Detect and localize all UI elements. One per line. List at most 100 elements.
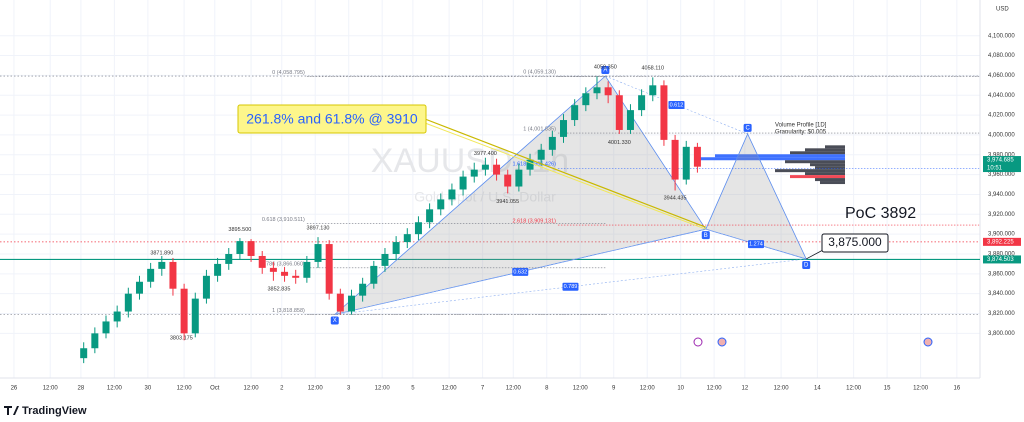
x-tick-label: 5 [411,386,415,392]
event-icon[interactable] [923,337,933,347]
point-label: X [333,318,337,324]
candle-body [336,293,344,312]
volume-bar [715,154,845,158]
events [693,337,933,347]
point-bg [330,316,339,325]
ratio-label: 0.789 [564,284,578,290]
fib-label: 1 (4,001.835) [523,127,556,133]
y-tick-label: 3,940.000 [988,192,1015,198]
swing-label: 3895.500 [228,227,251,233]
x-tick-label: 7 [481,386,485,392]
point-bg [743,123,752,132]
candle-body [191,298,199,334]
y-tick-label: 4,080.000 [988,53,1015,59]
x-tick-label: 3 [347,386,351,392]
candle-body [548,136,556,150]
point-bg [701,231,710,240]
callout-pointer [424,118,706,228]
candle-body [593,87,601,94]
y-tick-label: 3,800.000 [988,331,1015,337]
callout-text: 261.8% and 61.8% @ 3910 [246,111,418,127]
candle-body [470,169,478,177]
candle-body [626,110,634,130]
candle-body [113,311,121,322]
event-icon[interactable] [693,337,703,347]
candle-body [649,85,657,96]
swing-label: 4059.350 [594,64,617,70]
x-tick-label: 12:00 [442,386,458,392]
candle-body [102,321,110,334]
candle-body [314,244,322,262]
x-tick-label: 15 [884,386,891,392]
x-tick-label: 12:00 [573,386,589,392]
y-tick-label: 3,900.000 [988,232,1015,238]
ratio-bg [747,240,764,249]
y-tick-label: 4,060.000 [988,73,1015,79]
swing-label: 3852.835 [267,286,290,292]
ratio-badge: 0.632 [512,267,529,276]
point-label: D [804,263,809,269]
x-tick-label: 12:00 [375,386,391,392]
candle-body [537,149,545,160]
x-tick-label: 12:00 [177,386,193,392]
ratio-bg [668,100,685,109]
candle-body [214,263,222,276]
event-icon[interactable] [717,337,727,347]
volume-bar [700,157,845,161]
y-tick-label: 4,000.000 [988,133,1015,139]
candle-body [292,275,300,278]
ratio-badge: 1.274 [747,240,764,249]
ratio-bg [562,282,579,291]
volume-bar [805,172,845,176]
pattern-point: D [802,260,811,269]
candle-body [236,241,244,254]
watermark-symbol: XAUUSD, 1h [371,142,569,180]
ratio-label: 0.632 [513,269,527,275]
candle-body [493,164,501,175]
logo-mark [4,406,19,415]
volume-bar [825,145,845,149]
swing-label: 4058.110 [642,66,665,72]
price-badge-label: 3,974.685 [987,158,1014,164]
ratio-label: 0.612 [670,102,684,108]
volume-bar [790,175,845,179]
price-badge [983,255,1021,264]
fib-label: 2.618 (3,909.131) [512,219,556,225]
candle-body [347,295,355,312]
y-tick-label: 4,100.000 [988,33,1015,39]
candle-body [414,222,422,235]
candle-body [303,261,311,278]
brand-logo: TradingView [4,405,87,417]
volume-bar [785,160,845,164]
target-label: 3,875.000 [828,235,882,249]
swing-label: 4001.330 [608,140,631,146]
x-tick-label: 28 [78,386,85,392]
y-tick-label: 3,880.000 [988,252,1015,258]
x-tick-label: 12:00 [506,386,522,392]
candle-body [247,241,255,256]
candle-body [437,199,445,210]
callout-pointer [424,122,706,230]
candle-body [147,268,155,282]
candle-body [180,288,188,334]
price-badge-label: 3,874.503 [987,257,1014,263]
fib-label: 1 (3,818.858) [272,308,305,314]
currency: USD [996,7,1009,13]
candle-body [169,261,177,289]
price-badge-label: 3,892.225 [987,239,1014,245]
y-tick-label: 4,020.000 [988,113,1015,119]
volume-bar [775,169,845,173]
point-bg [802,260,811,269]
point-label: A [603,68,607,74]
ratio-label: 1.274 [749,242,763,248]
candle-body [459,176,467,190]
candle-body [481,164,489,170]
ratio-badge: 0.789 [562,282,579,291]
candle-body [515,169,523,187]
pattern-point: C [743,123,752,132]
candle-body [604,87,612,96]
candle-body [448,189,456,200]
x-tick-label: 2 [280,386,284,392]
